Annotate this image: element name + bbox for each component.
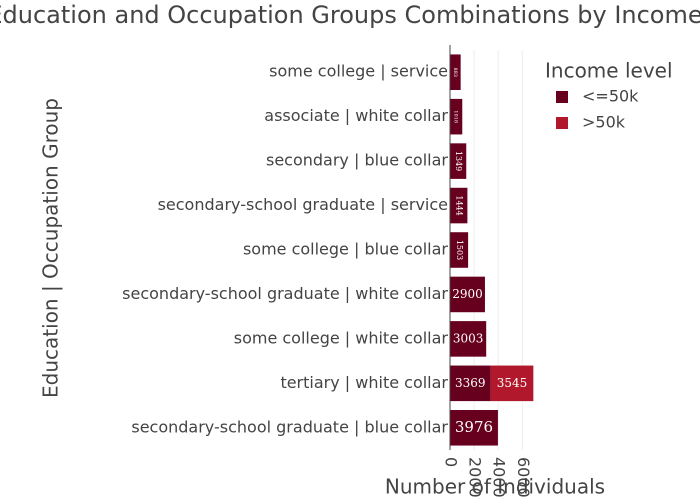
bar [450, 276, 485, 313]
data-label: 3003 [453, 331, 484, 345]
y-tick-label: secondary-school graduate | service [158, 195, 448, 214]
x-tick-label: 6000 [514, 457, 533, 498]
chart-title: Education and Occupation Groups Combinat… [0, 1, 700, 29]
data-label: 3976 [455, 418, 493, 436]
y-tick-label: some college | white collar [234, 328, 449, 347]
legend-title: Income level [545, 59, 673, 83]
data-label: 1503 [455, 240, 464, 260]
bar [450, 410, 498, 446]
bar [450, 232, 469, 268]
bar [450, 365, 491, 402]
x-tick-label: 0 [442, 457, 461, 467]
data-label: 1349 [454, 151, 463, 171]
y-tick-label: associate | white collar [264, 106, 448, 125]
data-label: 1018 [453, 110, 459, 123]
bar [450, 187, 468, 224]
y-tick-label: secondary-school graduate | white collar [122, 284, 448, 303]
legend-label: >50k [582, 113, 626, 132]
bar [450, 54, 461, 90]
data-label: 3545 [497, 376, 528, 390]
data-label: 2900 [452, 287, 483, 301]
y-tick-label: secondary-school graduate | blue collar [131, 417, 448, 436]
y-tick-label: some college | blue collar [243, 240, 448, 259]
y-axis-title: Education | Occupation Group [39, 98, 63, 398]
bar [490, 365, 534, 402]
data-label: 1444 [455, 195, 464, 215]
legend-label: <=50k [582, 87, 639, 106]
x-tick-label: 2000 [466, 457, 485, 498]
data-label: 3369 [455, 376, 486, 390]
x-axis-title: Number of Individuals [385, 475, 605, 499]
x-tick-label: 4000 [490, 457, 509, 498]
data-label: 883 [452, 67, 458, 77]
bar [450, 321, 487, 357]
bar [450, 143, 467, 179]
y-tick-label: secondary | blue collar [266, 151, 448, 170]
y-tick-label: some college | service [269, 62, 448, 81]
bar [450, 98, 463, 135]
y-tick-label: tertiary | white collar [280, 373, 448, 392]
legend-swatch [556, 91, 568, 103]
legend-swatch [556, 117, 568, 129]
